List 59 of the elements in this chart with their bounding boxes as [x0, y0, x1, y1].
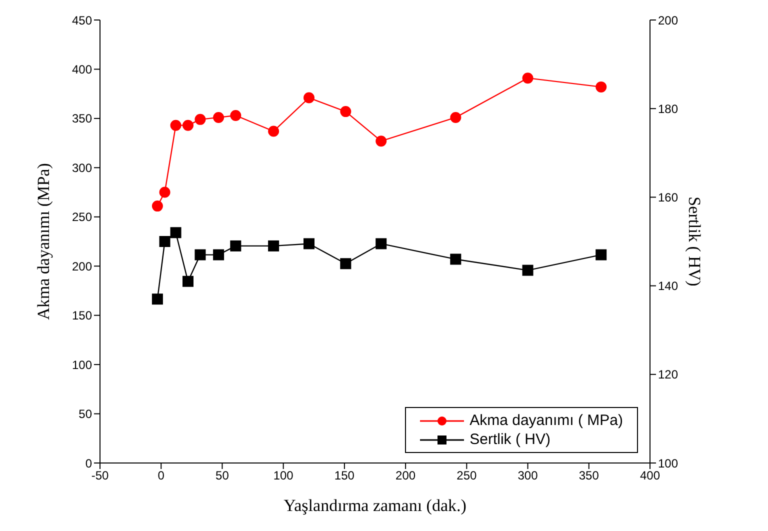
legend-label: Sertlik ( HV) [470, 430, 550, 449]
point [376, 136, 387, 147]
y-tick-label: 250 [72, 210, 92, 224]
y2-tick-label: 140 [658, 279, 678, 294]
point [596, 81, 607, 92]
x-tick-label: 400 [640, 468, 660, 483]
point [340, 258, 352, 270]
point [304, 92, 314, 104]
y-tick-label: 150 [72, 308, 92, 323]
point [522, 72, 534, 84]
x-tick-label: 50 [216, 468, 230, 483]
point [376, 238, 387, 250]
point [522, 264, 534, 276]
y2-tick-label: 200 [658, 13, 678, 28]
point [340, 106, 352, 118]
point [182, 276, 194, 287]
y2-tick-label: 160 [658, 190, 678, 204]
x-tick-label: 350 [578, 468, 600, 483]
y-tick-label: 450 [72, 13, 92, 28]
x-tick-label: 150 [334, 468, 355, 483]
point [213, 112, 224, 123]
y-tick-label: 0 [85, 456, 92, 470]
point [152, 200, 163, 212]
y-tick-label: 300 [72, 160, 92, 175]
point [304, 238, 314, 250]
point [194, 249, 206, 260]
point [268, 240, 280, 252]
y-tick-label: 400 [72, 62, 92, 76]
point [170, 227, 182, 238]
y-axis-title: Akma dayanımı (MPa) [34, 163, 54, 320]
point [159, 186, 170, 198]
point [450, 112, 462, 123]
point [230, 110, 242, 121]
x-tick-label: -50 [91, 468, 109, 483]
y-tick-label: 100 [72, 358, 92, 372]
point [450, 254, 462, 265]
y-tick-label: 350 [72, 112, 92, 126]
x-axis-title: Yaşlandırma zamanı (dak.) [284, 496, 466, 515]
point [194, 114, 206, 125]
x-tick-label: 300 [518, 468, 538, 483]
point [152, 294, 163, 305]
x-tick-label: 0 [158, 468, 165, 483]
point [182, 120, 194, 131]
y2-axis-title: Sertlik ( HV) [684, 196, 704, 286]
y2-tick-label: 180 [658, 102, 678, 116]
y2-tick-label: 100 [658, 456, 678, 470]
x-tick-label: 250 [456, 468, 477, 483]
point [268, 126, 280, 137]
x-tick-label: 200 [396, 468, 416, 483]
point [170, 120, 182, 131]
point [159, 236, 170, 247]
x-tick-label: 100 [273, 468, 294, 483]
y-tick-label: 200 [72, 259, 92, 274]
y2-tick-label: 120 [658, 368, 678, 382]
point [596, 249, 607, 260]
y-tick-label: 50 [78, 407, 92, 422]
point [213, 249, 224, 260]
point [230, 240, 242, 252]
legend-label: Akma dayanımı ( MPa) [470, 411, 623, 430]
